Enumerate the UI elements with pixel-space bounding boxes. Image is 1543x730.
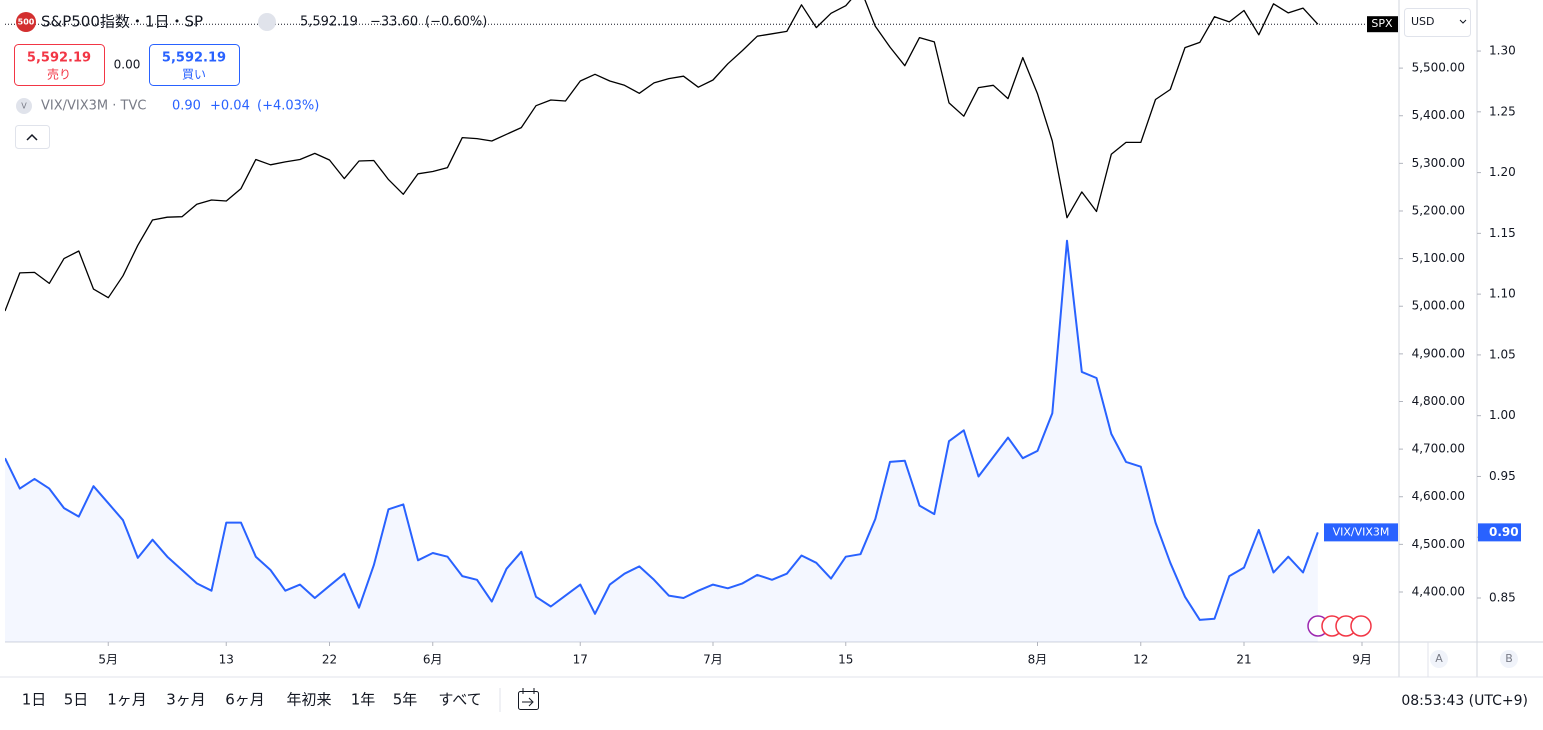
event-icon[interactable] <box>1350 615 1372 637</box>
y2-tick-label: 1.10 <box>1489 287 1516 301</box>
y2-tick-label: 0.95 <box>1489 469 1516 483</box>
y2-tick-label: 1.20 <box>1489 165 1516 179</box>
currency-label[interactable]: USD <box>1411 15 1435 28</box>
x-tick-label: 9月 <box>1352 653 1372 667</box>
y-tick-label: 5,300.00 <box>1412 156 1465 170</box>
logo-text: 500 <box>18 18 35 27</box>
y2-tick-label: 1.15 <box>1489 226 1516 240</box>
buy-button[interactable] <box>149 44 240 86</box>
x-tick-label: 15 <box>838 653 853 667</box>
scale-button[interactable] <box>1500 650 1518 668</box>
last-value-tag <box>1478 523 1521 542</box>
scale-button-label[interactable]: B <box>1505 652 1513 665</box>
spread: 0.00 <box>114 58 141 72</box>
logo-text: V <box>21 102 27 111</box>
y-tick-label: 5,400.00 <box>1412 108 1465 122</box>
sell-price[interactable]: 5,592.19 <box>27 51 91 66</box>
scale-button[interactable] <box>1430 650 1448 668</box>
symbol-logo <box>16 98 32 114</box>
buy-label[interactable]: 買い <box>182 68 206 82</box>
price-change: −33.60 <box>370 15 418 30</box>
symbol-logo <box>16 12 36 32</box>
currency-select[interactable] <box>1404 8 1471 37</box>
y2-tick-label: 0.85 <box>1489 591 1516 605</box>
calendar-frame[interactable] <box>518 691 539 710</box>
event-icons[interactable] <box>1307 615 1372 637</box>
sell-label[interactable]: 売り <box>47 67 71 82</box>
y-tick-label: 4,900.00 <box>1412 346 1465 360</box>
series-area <box>5 240 1318 642</box>
range-button[interactable]: 3ヶ月 <box>166 691 206 709</box>
compare-last: 0.90 <box>172 99 201 114</box>
y2-tick-label: 1.25 <box>1489 104 1516 118</box>
x-tick-label: 8月 <box>1028 653 1048 667</box>
dropdown-icon <box>1459 19 1467 24</box>
price-change-pct: (−0.60%) <box>425 15 487 30</box>
y-tick-label: 5,200.00 <box>1412 203 1465 217</box>
chevron-icon <box>26 133 38 141</box>
buy-price[interactable]: 5,592.19 <box>162 51 226 66</box>
y-tick-label: 4,800.00 <box>1412 394 1465 408</box>
y-tick-label: 4,600.00 <box>1412 489 1465 503</box>
x-tick-label: 7月 <box>703 653 723 667</box>
y-tick-label: 5,000.00 <box>1412 299 1465 313</box>
compare-change-pct: (+4.03%) <box>257 99 319 114</box>
range-button[interactable]: 1年 <box>351 691 376 709</box>
series-tag <box>1324 523 1398 542</box>
last-price: 5,592.19 <box>300 15 358 30</box>
compare-title[interactable]: VIX/VIX3M · TVC <box>41 99 146 114</box>
x-tick-label: 13 <box>219 653 234 667</box>
series-line <box>5 0 1319 312</box>
series-line <box>5 239 1319 621</box>
clock[interactable]: 08:53:43 (UTC+9) <box>1401 693 1528 709</box>
collapse-button[interactable] <box>15 125 50 149</box>
range-button[interactable]: 1日 <box>22 691 47 709</box>
range-button[interactable]: 1ヶ月 <box>107 691 147 709</box>
y-tick-label: 4,400.00 <box>1412 584 1465 598</box>
y-tick-label: 4,700.00 <box>1412 442 1465 456</box>
x-tick-label: 22 <box>322 653 337 667</box>
range-button[interactable]: 5日 <box>64 691 89 709</box>
compare-change: +0.04 <box>210 99 250 114</box>
y-tick-label: 5,100.00 <box>1412 251 1465 265</box>
range-button[interactable]: すべて <box>438 691 481 709</box>
symbol-title[interactable]: S&P500指数・1日・SP <box>41 13 203 31</box>
scale-button-label[interactable]: A <box>1435 652 1443 665</box>
range-button[interactable]: 5年 <box>393 691 418 709</box>
last-value-label: 0.90 <box>1489 525 1519 539</box>
range-button[interactable]: 6ヶ月 <box>225 691 265 709</box>
range-button[interactable]: 年初来 <box>286 691 331 709</box>
y2-tick-label: 1.00 <box>1489 408 1516 422</box>
series-tag <box>1367 16 1398 33</box>
y-tick-label: 4,500.00 <box>1412 537 1465 551</box>
x-tick-label: 12 <box>1133 653 1148 667</box>
x-tick-label: 17 <box>573 653 588 667</box>
y2-tick-label: 1.05 <box>1489 347 1516 361</box>
y-tick-label: 5,500.00 <box>1412 61 1465 75</box>
x-tick-label: 5月 <box>98 653 118 667</box>
y2-tick-label: 1.30 <box>1489 44 1516 58</box>
x-tick-label: 21 <box>1236 653 1251 667</box>
visibility-icon[interactable] <box>258 13 276 31</box>
calendar-glyph <box>522 688 535 707</box>
sell-button[interactable] <box>14 44 105 86</box>
series-tag-label: SPX <box>1371 17 1393 30</box>
series-tag-label: VIX/VIX3M <box>1333 525 1390 538</box>
calendar-icon[interactable] <box>518 688 539 710</box>
x-tick-label: 6月 <box>423 653 443 667</box>
